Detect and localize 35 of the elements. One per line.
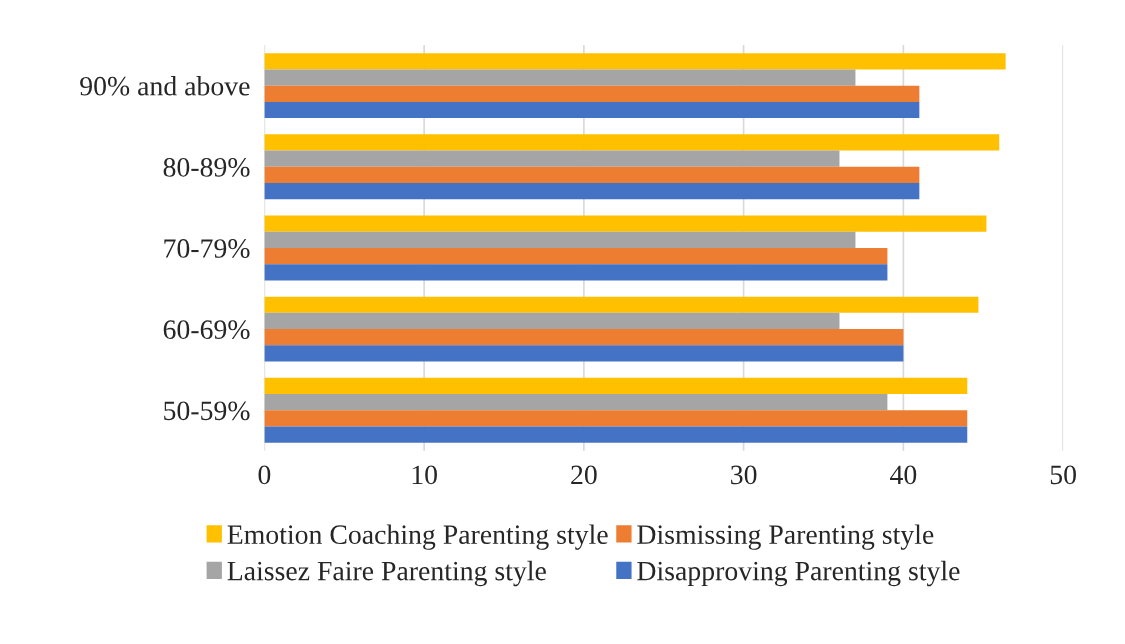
x-tick-label: 50 <box>1050 465 1076 485</box>
bar <box>264 166 920 184</box>
y-tick-label: 90% and above <box>80 76 250 96</box>
bar <box>264 410 968 427</box>
y-tick-label: 70-79% <box>164 239 250 258</box>
x-tick-label: 0 <box>258 465 271 485</box>
x-tick-label: 20 <box>571 465 597 485</box>
x-tick-label: 40 <box>890 465 917 485</box>
bar <box>264 85 920 102</box>
bar <box>264 69 856 86</box>
bar <box>264 53 1006 70</box>
legend-label: Emotion Coaching Parenting style <box>227 524 608 550</box>
bar <box>264 101 920 119</box>
x-tick-label: 10 <box>412 465 437 485</box>
bar <box>264 134 1000 151</box>
legend-label: Disapproving Parenting style <box>637 560 960 587</box>
bar <box>264 183 920 200</box>
bar <box>264 426 968 443</box>
bar <box>264 296 979 313</box>
bar <box>264 150 840 167</box>
legend-label: Laissez Faire Parenting style <box>227 560 546 587</box>
bar <box>264 231 856 248</box>
bar <box>264 377 968 394</box>
legend-label: Dismissing Parenting style <box>637 524 934 550</box>
y-tick-label: 60-69% <box>163 320 250 340</box>
y-tick-label: 80-89% <box>163 157 250 177</box>
bar <box>264 329 904 346</box>
bar <box>264 247 888 265</box>
bar <box>264 264 888 281</box>
bar <box>264 312 840 330</box>
y-tick-label: 50-59% <box>164 401 250 421</box>
bar <box>264 345 904 362</box>
bar <box>264 215 987 232</box>
x-tick-label: 30 <box>731 465 757 485</box>
bar <box>264 394 888 411</box>
